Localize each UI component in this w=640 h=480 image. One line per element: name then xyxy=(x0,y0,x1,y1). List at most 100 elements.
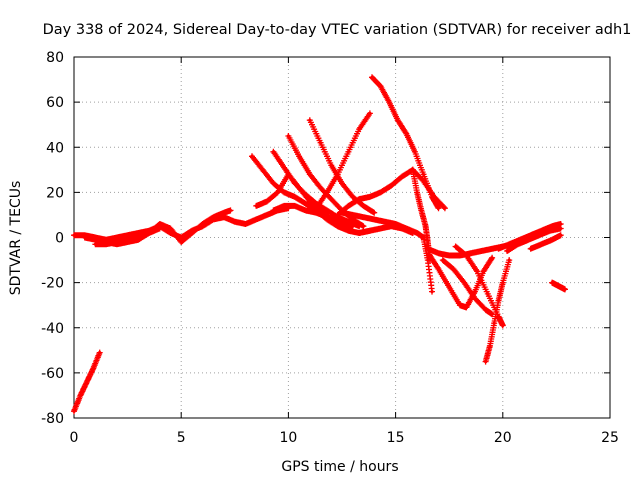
data-point xyxy=(329,163,333,167)
x-axis-label: GPS time / hours xyxy=(281,459,398,475)
data-point xyxy=(78,393,83,398)
data-point xyxy=(115,235,119,240)
data-point xyxy=(507,258,511,262)
data-point xyxy=(303,193,308,197)
data-point xyxy=(318,186,323,190)
data-point xyxy=(400,226,404,231)
data-point xyxy=(436,251,441,255)
x-tick-label: 20 xyxy=(494,430,512,446)
data-point xyxy=(451,267,456,271)
y-tick-label: -80 xyxy=(41,411,64,427)
data-point xyxy=(201,222,205,226)
data-point xyxy=(286,134,290,138)
data-point xyxy=(462,281,466,285)
data-point xyxy=(473,290,477,294)
data-point xyxy=(357,127,361,131)
data-point xyxy=(293,195,297,199)
data-point xyxy=(389,184,393,188)
data-point xyxy=(297,154,301,158)
data-point xyxy=(318,141,323,145)
data-point xyxy=(104,242,108,246)
data-point xyxy=(411,231,415,235)
data-point xyxy=(550,224,554,228)
data-point xyxy=(415,190,419,194)
data-point xyxy=(424,224,428,228)
data-point xyxy=(368,195,372,199)
data-point xyxy=(357,231,361,235)
data-point xyxy=(158,222,162,226)
data-point xyxy=(372,211,376,215)
data-point xyxy=(351,213,355,217)
y-tick-label: 0 xyxy=(55,231,64,247)
data-point xyxy=(378,190,383,194)
data-point xyxy=(458,253,462,258)
data-point xyxy=(136,235,140,240)
series-arc-j xyxy=(306,117,378,216)
data-point xyxy=(447,253,451,258)
x-tick-label: 5 xyxy=(177,430,186,446)
data-point xyxy=(336,172,340,176)
data-point xyxy=(115,240,119,244)
data-point xyxy=(550,281,554,285)
data-point xyxy=(340,211,344,215)
data-point xyxy=(250,154,254,158)
data-point xyxy=(387,100,391,104)
data-point xyxy=(454,244,458,249)
series-arc-x xyxy=(527,232,564,252)
series-arc-r xyxy=(426,252,496,311)
data-point xyxy=(254,217,258,222)
data-point xyxy=(243,222,248,226)
data-point xyxy=(378,84,383,88)
data-point xyxy=(436,206,441,210)
data-point xyxy=(370,75,374,79)
data-point xyxy=(271,208,275,213)
data-point xyxy=(426,247,430,251)
data-point xyxy=(72,233,76,237)
data-point xyxy=(548,229,552,233)
data-point xyxy=(222,215,226,219)
data-point xyxy=(490,256,494,260)
data-point xyxy=(550,238,554,242)
chart-title: Day 338 of 2024, Sidereal Day-to-day VTE… xyxy=(43,22,632,38)
data-point xyxy=(325,190,329,194)
y-axis-label: SDTVAR / TECUs xyxy=(8,181,24,296)
data-point xyxy=(505,249,509,253)
data-point xyxy=(496,314,501,319)
data-point xyxy=(492,321,496,325)
data-point xyxy=(473,296,477,301)
data-point xyxy=(336,213,340,217)
data-point xyxy=(211,215,215,219)
data-point xyxy=(233,220,237,224)
data-point xyxy=(507,242,511,246)
data-point xyxy=(421,172,426,176)
data-point xyxy=(346,224,351,228)
data-point xyxy=(372,217,376,222)
data-series xyxy=(71,74,568,415)
data-point xyxy=(336,220,340,224)
data-point xyxy=(222,211,226,215)
series-arc-v xyxy=(495,221,564,252)
data-point xyxy=(389,224,393,228)
data-point xyxy=(325,215,329,219)
y-tick-label: 60 xyxy=(46,95,64,111)
data-point xyxy=(516,242,520,246)
data-point xyxy=(479,249,483,253)
data-point xyxy=(351,195,355,199)
data-point xyxy=(303,202,308,206)
data-point xyxy=(490,312,494,316)
data-point xyxy=(464,305,468,310)
x-tick-label: 0 xyxy=(70,430,79,446)
data-point xyxy=(265,213,269,217)
data-point xyxy=(308,172,312,176)
data-point xyxy=(126,238,130,242)
data-point xyxy=(136,231,140,235)
data-point xyxy=(346,204,351,208)
data-point xyxy=(443,206,447,210)
series-arc-a xyxy=(71,349,103,415)
data-point xyxy=(426,240,430,244)
series-arc-d xyxy=(92,225,163,248)
data-point xyxy=(430,195,434,199)
y-tick-label: -60 xyxy=(41,366,64,382)
data-point xyxy=(490,247,494,251)
